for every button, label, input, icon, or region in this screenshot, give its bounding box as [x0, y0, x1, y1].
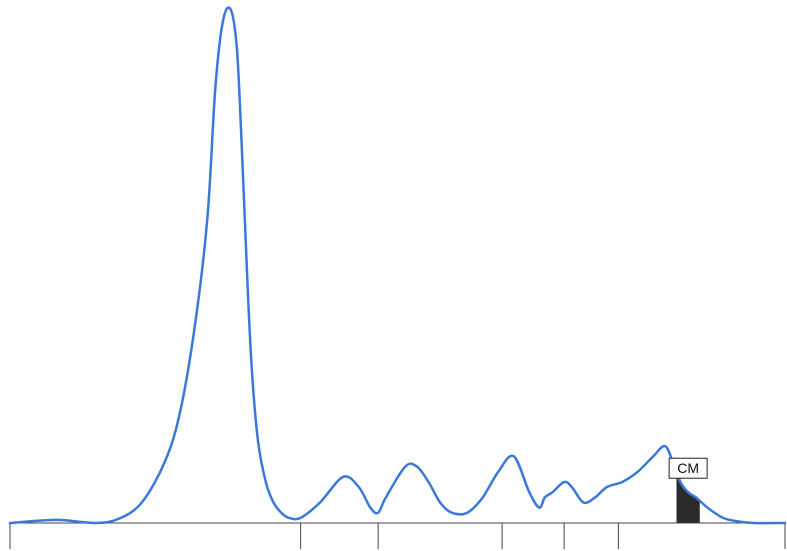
cm-label-box [668, 457, 708, 479]
shaded-band-layer [676, 471, 700, 523]
x-axis [9, 522, 786, 549]
densitometry-trace [8, 6, 787, 525]
trace-layer [8, 6, 787, 525]
cm-annotation: CM [668, 457, 708, 479]
cm-shaded-band [676, 471, 700, 523]
cm-label: CM [677, 460, 699, 476]
